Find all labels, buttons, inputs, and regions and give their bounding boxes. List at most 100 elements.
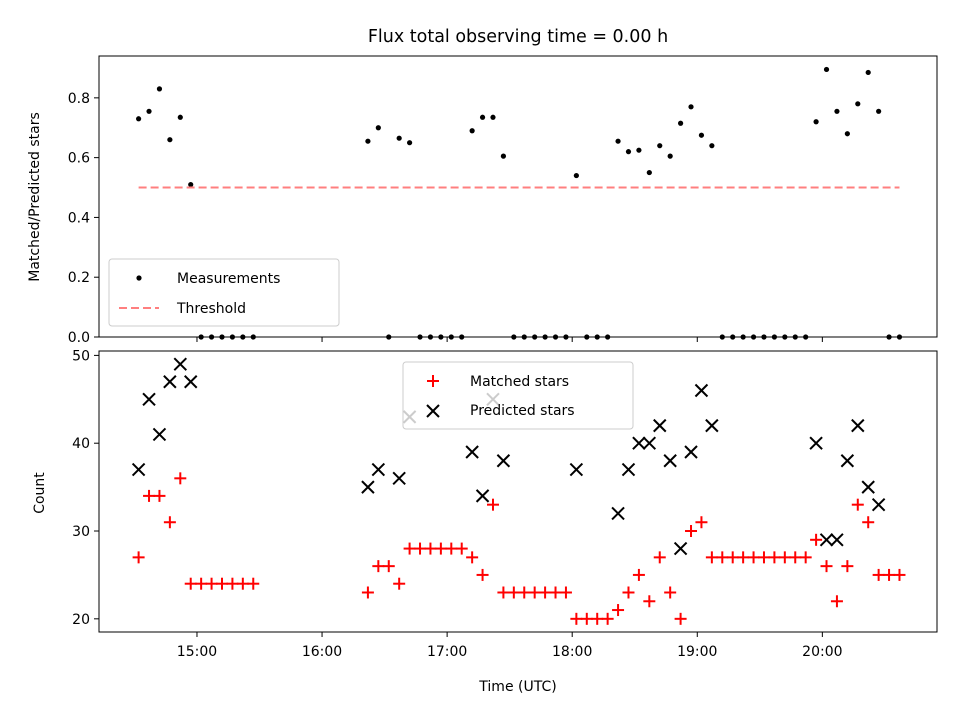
matched-star-point [434,542,447,555]
matched-star-point [862,516,875,529]
matched-star-point [632,568,645,581]
predicted-star-stroke-b [871,497,886,512]
measurement-point [177,114,183,120]
matched-star-point [372,560,385,573]
top-legend: Measurements Threshold [108,258,340,327]
predicted-star-point [694,383,709,398]
matched-star-point [893,568,906,581]
measurement-point [407,140,413,146]
predicted-star-point [475,489,490,503]
measurement-point [636,147,642,153]
predicted-star-stroke-b [131,462,146,477]
matched-star-point [653,551,666,564]
legend-predicted-label: Predicted stars [470,403,575,419]
matched-star-point [716,551,729,564]
y-tick-label: 0.8 [68,91,90,107]
matched-star-point [184,577,197,590]
predicted-star-point [131,462,146,477]
predicted-star-point [569,462,584,477]
legend-measurements-label: Measurements [177,271,280,287]
matched-star-point [705,551,718,564]
y-tick-label: 0.0 [68,330,90,346]
matched-star-point [414,542,427,555]
matched-star-point [580,612,593,625]
matched-star-point [445,542,458,555]
matched-star-point [601,612,614,625]
predicted-star-point [152,427,167,442]
matched-star-point [778,551,791,564]
measurement-point [136,116,142,122]
measurement-point [844,131,850,137]
matched-star-point [841,560,854,573]
x-tick-label: 15:00 [177,644,217,660]
predicted-star-stroke-b [851,418,865,433]
predicted-star-point [371,462,386,477]
predicted-star-point [705,418,719,433]
matched-star-point [757,551,770,564]
predicted-star-point [465,445,479,459]
measurement-point [667,153,673,159]
y-tick-label: 0.2 [68,270,90,286]
matched-star-point [768,551,781,564]
predicted-star-stroke-b [152,427,167,442]
predicted-star-point [871,497,886,512]
matched-star-point [153,489,166,502]
bottom-panel-xlabel: Time (UTC) [478,679,556,695]
measurement-point [573,172,579,179]
predicted-star-point [611,506,625,521]
matched-star-point [726,551,739,564]
predicted-star-point [851,418,865,433]
measurement-point [876,108,882,114]
legend-predicted-marker [426,404,440,418]
predicted-star-stroke-b [361,480,375,494]
matched-star-point [612,604,625,617]
matched-star-point [559,586,572,599]
measurement-point [479,114,486,120]
matched-star-point [570,612,583,625]
bottom-panel: Count Time (UTC) 20 30 40 50 15:00 16:00 17:0… [32,348,938,695]
matched-star-point [247,577,260,590]
predicted-star-point [684,445,698,459]
y-tick-label: 30 [72,524,90,540]
measurement-point [855,101,861,107]
predicted-star-point [840,454,855,468]
measurement-point [365,138,371,144]
predicted-star-stroke-b [621,462,636,477]
predicted-star-point [621,462,636,477]
predicted-star-stroke-b [465,445,479,459]
x-tick-label: 17:00 [427,644,467,660]
predicted-star-point [642,436,657,450]
matched-star-point [539,586,552,599]
y-tick-label: 20 [72,612,90,628]
predicted-star-stroke-b [840,454,855,468]
measurement-point [490,114,496,120]
matched-star-point [424,542,437,555]
measurement-point [823,66,830,73]
matched-star-point [486,498,499,511]
matched-star-point [215,577,228,590]
predicted-star-stroke-b [496,454,511,468]
predicted-star-stroke-b [163,375,177,389]
predicted-star-stroke-b [684,445,698,459]
matched-star-point [382,560,395,573]
predicted-star-stroke-b [694,383,709,398]
predicted-star-stroke-b [673,541,688,556]
x-tick-label: 20:00 [802,644,842,660]
predicted-star-stroke-b [819,533,834,547]
top-legend-box [108,258,340,327]
matched-star-point [799,551,812,564]
matched-star-point [205,577,218,590]
measurement-point [698,132,705,138]
y-tick-label: 50 [72,348,90,364]
predicted-star-stroke-b [705,418,719,433]
matched-star-point [403,542,416,555]
measurement-point [625,149,632,155]
legend-matched-label: Matched stars [470,374,569,390]
matched-star-point [497,586,510,599]
measurement-point [146,108,152,114]
predicted-star-stroke-b [371,462,386,477]
predicted-star-stroke-b [392,471,406,486]
bottom-panel-ylabel: Count [32,472,48,514]
y-tick-label: 0.6 [68,151,90,167]
matched-star-point [789,551,802,564]
